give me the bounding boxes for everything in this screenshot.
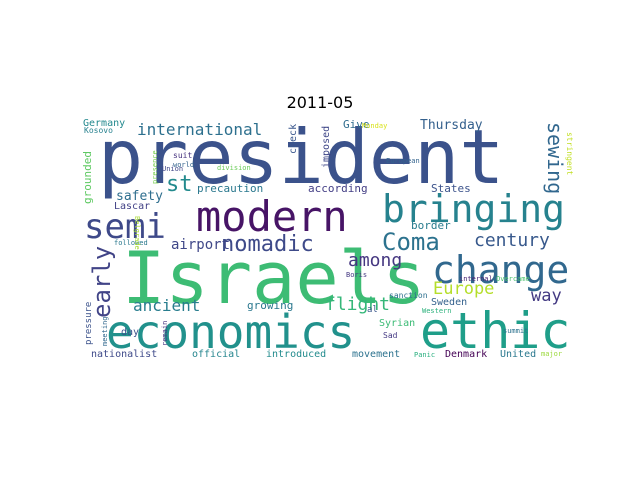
word-monday: Monday — [362, 122, 388, 130]
word-check: check — [288, 123, 299, 154]
word-followed: followed — [114, 239, 148, 247]
word-sweden: Sweden — [431, 297, 468, 308]
word-internal: internal — [459, 275, 493, 283]
word-modern: modern — [196, 192, 348, 241]
word-century: century — [474, 230, 550, 251]
word-kosovo: Kosovo — [84, 126, 113, 135]
word-syrian: Syrian — [379, 318, 416, 329]
word-world: world — [173, 161, 195, 169]
word-sanction: sanction — [389, 291, 428, 300]
word-european: European — [386, 157, 420, 165]
word-overcame: Overcame — [496, 275, 530, 283]
word-boris: Boris — [346, 271, 368, 279]
word-nationalist: nationalist — [91, 349, 158, 360]
word-ancient: ancient — [133, 296, 201, 315]
plot-title: 2011-05 — [286, 93, 354, 112]
word-union: Union — [162, 165, 184, 173]
word-give: Give — [343, 118, 370, 131]
word-growing: growing — [247, 299, 294, 312]
word-europe: Europe — [433, 279, 495, 299]
word-summit: summit — [503, 327, 529, 335]
word-airport: airport — [171, 237, 231, 253]
word-movement: movement — [352, 349, 401, 360]
word-israels: Israels — [122, 236, 426, 320]
word-pressure: pressure — [84, 301, 94, 345]
word-germany: Germany — [83, 118, 126, 129]
word-al: al — [367, 305, 378, 315]
word-cloud: president Israels economics ethic modern… — [80, 113, 574, 368]
word-lascar: Lascar — [114, 201, 151, 212]
word-panic: Panic — [414, 351, 436, 359]
word-ethic: ethic — [420, 302, 571, 360]
word-semi: semi — [84, 207, 166, 247]
word-according: according — [308, 182, 368, 195]
word-belgrade: Belgrade — [133, 216, 141, 250]
word-western: Western — [422, 307, 452, 315]
word-sewing: sewing — [543, 122, 567, 195]
word-day: day — [121, 327, 140, 338]
word-imposed: imposed — [321, 125, 332, 168]
word-remain: remain — [161, 320, 169, 346]
word-stringent: stringent — [565, 132, 574, 176]
word-grounded: grounded — [81, 151, 94, 204]
word-way: way — [531, 286, 562, 306]
word-suit: suit — [173, 151, 193, 160]
word-denmark: Denmark — [445, 349, 488, 360]
word-precaution: precaution — [197, 182, 264, 195]
word-states: States — [431, 182, 471, 195]
word-division: division — [217, 164, 251, 172]
word-nomadic: nomadic — [221, 232, 314, 257]
word-international: international — [137, 120, 263, 139]
word-president: president — [98, 113, 505, 201]
word-among: among — [348, 250, 403, 271]
word-bringing: bringing — [382, 187, 566, 231]
word-major: major — [541, 350, 563, 358]
word-change: change — [432, 248, 570, 292]
word-economics: economics — [106, 305, 356, 359]
word-thursday: Thursday — [420, 118, 483, 133]
word-sad: Sad — [383, 331, 398, 340]
word-coma: Coma — [382, 228, 440, 256]
word-st: st — [166, 172, 193, 197]
word-official: official — [192, 349, 241, 360]
word-united: United — [500, 349, 537, 360]
word-meeting: meeting — [101, 316, 109, 346]
word-flight: flight — [325, 294, 391, 315]
word-presence: presence — [151, 150, 159, 184]
word-border: border — [411, 219, 451, 232]
word-safety: safety — [116, 189, 163, 204]
word-introduced: introduced — [266, 349, 327, 360]
